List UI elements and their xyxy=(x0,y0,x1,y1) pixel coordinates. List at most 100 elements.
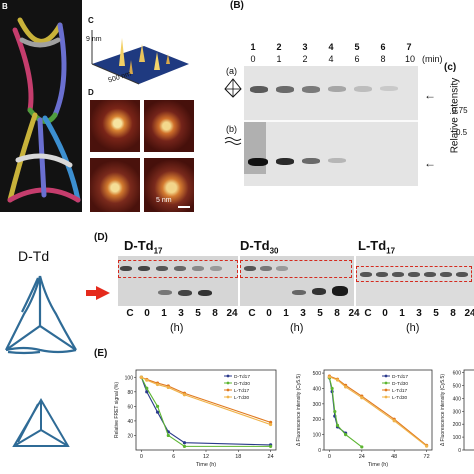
lane-label: 0 xyxy=(266,308,272,319)
y-tick: 0.75 xyxy=(452,106,468,115)
lane-number: 2 xyxy=(276,42,282,52)
hour-label: (h) xyxy=(406,322,420,334)
lane-label: C xyxy=(248,308,256,319)
arrow-upper: ← xyxy=(424,88,436,102)
gel-band xyxy=(302,158,320,164)
afm-surface-plot xyxy=(91,30,189,85)
series-line xyxy=(328,377,363,448)
afm-z-scale: 9 nm xyxy=(86,36,102,43)
time-value: 6 xyxy=(354,54,360,64)
x-tick-label: 24 xyxy=(268,454,274,460)
lane-number: 4 xyxy=(328,42,334,52)
afm-inset xyxy=(144,158,194,212)
panel-label-c-right: (c) xyxy=(444,62,457,73)
y-axis-label: Relative FRET signal (%) xyxy=(114,382,120,438)
data-point xyxy=(155,404,160,408)
gel-band xyxy=(178,290,192,296)
gel-band xyxy=(250,86,268,93)
group-title-name: D-Td xyxy=(124,238,154,253)
gel-band xyxy=(244,266,256,271)
y-tick-label: 20 xyxy=(127,433,133,439)
x-axis-label: Time (h) xyxy=(368,462,388,468)
panel-label-b-right: (B) xyxy=(230,0,244,11)
gel-band xyxy=(292,290,306,295)
data-point xyxy=(166,385,170,390)
x-tick-label: 48 xyxy=(391,454,397,460)
lane-label: 8 xyxy=(450,308,456,319)
y-axis-label: Relative intensity xyxy=(449,77,461,154)
gel-band xyxy=(440,272,452,277)
gel-band xyxy=(332,286,348,296)
afm-inset xyxy=(90,158,140,212)
lane-number: 6 xyxy=(380,42,386,52)
dashed-box xyxy=(356,266,472,282)
afm-inset xyxy=(144,100,194,152)
lane-label: 3 xyxy=(178,308,184,319)
data-point xyxy=(335,423,340,427)
data-point xyxy=(155,410,160,414)
dna-model-image: B xyxy=(0,0,82,212)
tetrahedron-icon xyxy=(224,78,242,98)
y-tick-label: 60 xyxy=(127,404,133,410)
y-tick-label: 0 xyxy=(458,448,461,454)
data-point xyxy=(327,375,331,379)
row-label-a: (a) xyxy=(226,66,237,76)
lane-number: 3 xyxy=(302,42,308,52)
gel-separator xyxy=(244,120,418,122)
x-tick-label: 0 xyxy=(328,454,331,460)
legend-label: L-Td30 xyxy=(234,395,250,401)
scale-bar-label: 5 nm xyxy=(156,197,172,204)
gel-band xyxy=(424,272,436,277)
lane-label: 24 xyxy=(348,308,360,319)
legend-marker xyxy=(226,374,230,378)
lane-label: 5 xyxy=(433,308,439,319)
data-point xyxy=(182,393,187,397)
gel-band xyxy=(210,266,222,271)
y-tick: 0.5 xyxy=(456,128,468,137)
fluorescence-third-chart: 0 100 200 300 400 500 600 Δ Fluorescence intens… xyxy=(440,369,474,454)
time-value: 2 xyxy=(302,54,308,64)
gel-band xyxy=(276,266,288,271)
gel-band xyxy=(248,158,268,166)
legend-marker xyxy=(226,381,230,385)
panel-label-b-left: B xyxy=(2,2,8,11)
gel-band xyxy=(276,158,294,165)
gel-band xyxy=(156,266,168,271)
gel-band xyxy=(408,272,420,277)
lane-label: 24 xyxy=(226,308,238,319)
tetrahedron-schematic-small xyxy=(12,398,70,447)
time-unit: (min) xyxy=(422,54,443,64)
x-axis-label: Time (h) xyxy=(196,462,216,468)
y-tick-label: 300 xyxy=(453,409,462,415)
dna-tetrahedron-render xyxy=(0,0,82,212)
data-point xyxy=(182,444,187,448)
time-value: 1 xyxy=(276,54,282,64)
red-arrow xyxy=(96,286,110,300)
y-tick-label: 500 xyxy=(453,383,462,389)
legend-label: L-Td17 xyxy=(234,388,250,394)
x-tick-label: 18 xyxy=(235,454,241,460)
lane-number: 7 xyxy=(406,42,412,52)
panel-label-c: C xyxy=(88,16,94,25)
legend-label: D-Td30 xyxy=(234,381,250,387)
hour-label: (h) xyxy=(170,322,184,334)
x-tick-label: 12 xyxy=(203,454,209,460)
legend-marker xyxy=(226,395,230,399)
group-title-name: L-Td xyxy=(358,238,387,253)
group-title: L-Td17 xyxy=(358,238,395,256)
gel-band xyxy=(120,266,132,271)
gel-band xyxy=(198,290,212,296)
y-axis-label: Δ Fluorescence intensity (Cy5.5) xyxy=(296,374,302,446)
data-point xyxy=(145,378,149,382)
plot-frame xyxy=(323,369,433,451)
gel-lower-well xyxy=(244,122,266,174)
gel-band xyxy=(302,86,320,93)
group-title: D-Td17 xyxy=(124,238,163,256)
group-title: D-Td30 xyxy=(240,238,279,256)
gel-strip xyxy=(240,256,354,306)
data-point xyxy=(269,422,273,427)
tetrahedron-schematic-large xyxy=(5,275,77,355)
gel-band xyxy=(328,86,346,92)
time-value-row: 0 1 2 4 6 8 10 (min) xyxy=(246,54,466,66)
x-tick-label: 72 xyxy=(424,454,430,460)
